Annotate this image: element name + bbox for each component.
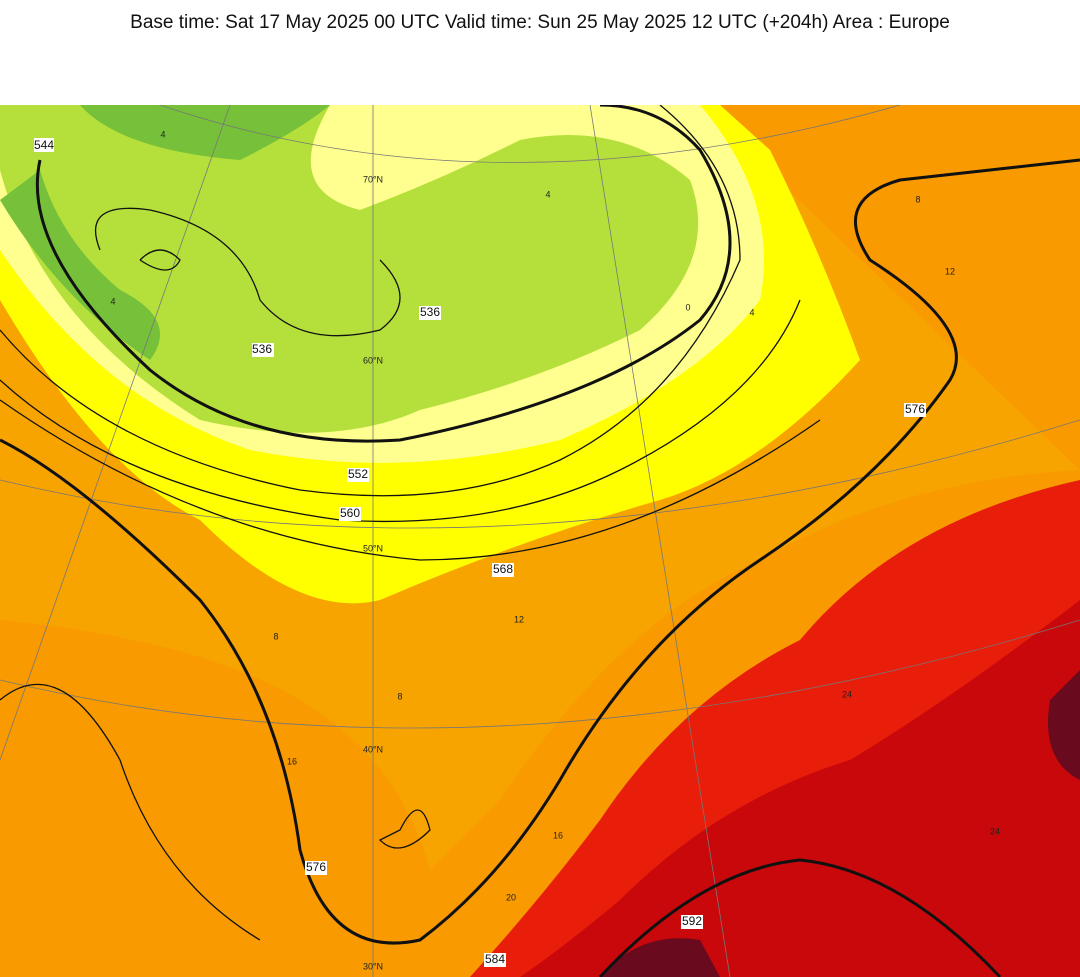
label-bg bbox=[419, 306, 441, 320]
label-bg bbox=[34, 138, 54, 152]
contour-label: 576 bbox=[905, 402, 925, 416]
latitude-label: 30°N bbox=[363, 961, 383, 971]
label-bg bbox=[484, 953, 506, 967]
temperature-label: 20 bbox=[506, 892, 516, 902]
contour-label: 536 bbox=[420, 305, 440, 319]
title: Base time: Sat 17 May 2025 00 UTC Valid … bbox=[130, 12, 950, 33]
temperature-label: 4 bbox=[545, 189, 550, 199]
temperature-label: 16 bbox=[553, 830, 563, 840]
latitude-label: 40°N bbox=[363, 744, 383, 754]
label-bg bbox=[904, 403, 926, 417]
temperature-label: 12 bbox=[945, 266, 955, 276]
contour bbox=[0, 105, 821, 941]
contour bbox=[598, 858, 1002, 977]
label-bg bbox=[252, 343, 274, 357]
label-bg bbox=[681, 915, 703, 929]
label-bg bbox=[305, 861, 327, 875]
contour-label: 560 bbox=[340, 506, 360, 520]
contour-label: 584 bbox=[485, 952, 505, 966]
contour bbox=[35, 105, 732, 443]
temperature-labels: 4 4 4 0 4 8 12 12 8 8 16 16 20 24 24 bbox=[110, 129, 1000, 902]
latitude-label: 60°N bbox=[363, 355, 383, 365]
contour-label: 576 bbox=[306, 860, 326, 874]
temperature-label: 8 bbox=[397, 691, 402, 701]
latitude-labels: 70°N 60°N 50°N 40°N 30°N bbox=[363, 174, 383, 971]
temperature-label: 0 bbox=[685, 302, 690, 312]
contour-label: 536 bbox=[252, 342, 272, 356]
contour-labels: 544 536 536 552 560 568 576 576 584 592 bbox=[34, 138, 926, 967]
label-bg bbox=[339, 507, 361, 521]
map: 544 536 536 552 560 568 576 576 584 592 … bbox=[0, 105, 1080, 977]
latitude-label: 70°N bbox=[363, 174, 383, 184]
temperature-label: 8 bbox=[915, 194, 920, 204]
contour-label: 568 bbox=[493, 562, 513, 576]
temperature-label: 16 bbox=[287, 756, 297, 766]
label-bg bbox=[347, 468, 369, 482]
temperature-label: 4 bbox=[160, 129, 165, 139]
header: Base time: Sat 17 May 2025 00 UTC Valid … bbox=[0, 0, 1080, 105]
darkred-fill bbox=[520, 600, 1080, 977]
temperature-label: 4 bbox=[110, 296, 115, 306]
temperature-label: 4 bbox=[749, 307, 754, 317]
label-bg bbox=[492, 563, 514, 577]
contour bbox=[0, 158, 1080, 945]
temperature-label: 12 bbox=[514, 614, 524, 624]
graticule bbox=[0, 105, 1080, 977]
latitude-label: 50°N bbox=[363, 543, 383, 553]
lightgreen-fill bbox=[0, 105, 699, 433]
temperature-label: 24 bbox=[990, 826, 1000, 836]
maroon-fill bbox=[600, 670, 1080, 977]
contour-label: 544 bbox=[34, 138, 54, 152]
temperature-label: 8 bbox=[273, 631, 278, 641]
contour-label: 552 bbox=[348, 467, 368, 481]
temperature-label: 24 bbox=[842, 689, 852, 699]
contour-label: 592 bbox=[682, 914, 702, 928]
